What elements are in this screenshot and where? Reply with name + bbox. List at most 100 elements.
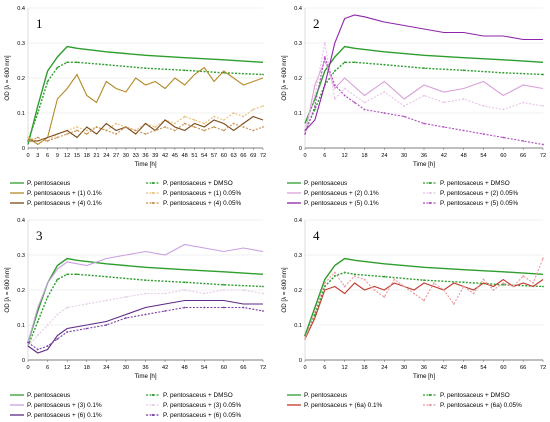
data-point-series-6 xyxy=(36,348,39,351)
x-tick-label: 24 xyxy=(103,153,109,159)
data-point-series-6 xyxy=(203,306,206,309)
panel-2: 0 0.1 0.2 0.3 0.4 0 6 12 18 24 30 36 42 48 54 60 66 72 Tim… xyxy=(281,6,546,207)
data-point-series-2 xyxy=(542,73,544,76)
legend-entry-3: P. pentosaceus + (6a) 0.1% xyxy=(304,402,383,409)
data-point-series-4 xyxy=(522,101,525,104)
data-point-series-6 xyxy=(502,136,505,139)
x-tick-label: 48 xyxy=(182,153,188,159)
data-point-series-6 xyxy=(105,129,108,132)
data-point-series-6 xyxy=(323,56,326,58)
data-point-series-4 xyxy=(222,119,225,121)
legend-entry-4: P. pentosaceus + (2) 0.05% xyxy=(440,190,519,197)
data-point-series-2 xyxy=(262,73,264,76)
x-tick-label: 27 xyxy=(113,153,119,159)
data-point-series-6 xyxy=(154,129,157,132)
data-point-series-4 xyxy=(512,285,515,288)
x-tick-label: 33 xyxy=(133,153,139,159)
y-tick-label: 0.2 xyxy=(294,76,302,82)
x-tick-label: 36 xyxy=(421,365,427,371)
data-point-series-4 xyxy=(76,126,78,128)
data-point-series-4 xyxy=(154,126,157,128)
data-point-series-4 xyxy=(363,101,366,104)
data-point-series-4 xyxy=(125,296,127,298)
data-point-series-4 xyxy=(353,275,356,277)
x-tick-label: 24 xyxy=(381,153,387,159)
data-point-series-6 xyxy=(76,129,78,132)
legend-entry-2: P. pentosaceus + DMSO xyxy=(440,180,510,187)
data-point-series-2 xyxy=(66,61,69,64)
x-axis-title: Time [h] xyxy=(413,373,435,380)
series-line-1 xyxy=(27,45,264,145)
data-point-series-4 xyxy=(36,334,39,337)
legend-entry-1: P. pentosaceus xyxy=(304,180,347,187)
legend-entry-1: P. pentosaceus xyxy=(27,392,70,399)
data-point-series-4 xyxy=(222,289,225,291)
data-point-series-6 xyxy=(134,129,137,132)
data-point-series-6 xyxy=(383,112,386,114)
x-tick-label: 51 xyxy=(191,153,197,159)
data-point-series-6 xyxy=(363,108,366,111)
data-point-series-6 xyxy=(203,129,206,132)
data-point-series-6 xyxy=(262,126,264,128)
x-tick-label: 66 xyxy=(240,365,246,371)
legend-entry-3: P. pentosaceus + (2) 0.1% xyxy=(304,190,379,197)
legend-marker-4 xyxy=(151,403,155,407)
data-point-series-6 xyxy=(314,105,316,107)
x-tick-label: 60 xyxy=(500,365,506,371)
x-tick-label: 9 xyxy=(56,153,59,159)
panel-3: 0 0.1 0.2 0.3 0.4 0 6 12 18 24 30 36 42 48 54 60 66 72 Tim… xyxy=(4,218,266,419)
y-tick-label: 0.1 xyxy=(17,111,25,117)
data-point-series-6 xyxy=(222,129,225,132)
series-line-2 xyxy=(27,273,264,347)
x-tick-label: 36 xyxy=(142,365,148,371)
data-point-series-4 xyxy=(333,271,336,274)
data-point-series-2 xyxy=(314,108,316,111)
legend-entry-2: P. pentosaceus + DMSO xyxy=(440,392,510,399)
data-point-series-4 xyxy=(105,299,108,302)
data-point-series-2 xyxy=(76,61,78,64)
x-tick-label: 72 xyxy=(260,153,266,159)
data-point-series-4 xyxy=(522,275,525,277)
legend-entry-4: P. pentosaceus + (6a) 0.05% xyxy=(440,402,522,409)
data-point-series-2 xyxy=(46,296,49,298)
data-point-series-6 xyxy=(144,133,147,135)
data-point-series-2 xyxy=(66,273,69,276)
data-point-series-4 xyxy=(403,105,406,107)
data-point-series-4 xyxy=(323,42,326,44)
x-tick-label: 54 xyxy=(201,153,207,159)
x-tick-label: 66 xyxy=(520,365,526,371)
data-point-series-2 xyxy=(343,271,346,274)
x-tick-label: 48 xyxy=(461,365,467,371)
x-tick-label: 0 xyxy=(26,365,29,371)
x-tick-label: 57 xyxy=(211,153,217,159)
x-tick-label: 0 xyxy=(303,153,306,159)
y-axis-title: OD [λ = 600 nm] xyxy=(4,55,11,101)
data-point-series-6 xyxy=(46,140,49,142)
x-tick-label: 60 xyxy=(221,153,227,159)
data-point-series-6 xyxy=(213,126,215,128)
legend-marker-4 xyxy=(428,403,432,407)
data-point-series-4 xyxy=(323,282,326,284)
data-point-series-4 xyxy=(203,122,206,125)
data-point-series-4 xyxy=(314,310,316,312)
data-point-series-2 xyxy=(423,279,425,282)
data-point-series-4 xyxy=(203,292,206,295)
data-point-series-2 xyxy=(353,273,356,276)
x-tick-label: 12 xyxy=(64,365,70,371)
data-point-series-4 xyxy=(363,278,366,281)
data-point-series-4 xyxy=(462,285,465,288)
x-tick-label: 12 xyxy=(64,153,70,159)
data-point-series-6 xyxy=(353,101,356,104)
y-tick-label: 0.3 xyxy=(294,253,302,259)
x-tick-label: 72 xyxy=(540,365,546,371)
x-tick-label: 42 xyxy=(441,153,447,159)
data-point-series-4 xyxy=(27,136,29,139)
legend-entry-3: P. pentosaceus + (1) 0.1% xyxy=(27,190,102,197)
data-point-series-6 xyxy=(95,126,98,128)
data-point-series-6 xyxy=(442,126,445,128)
y-tick-label: 0.1 xyxy=(17,323,25,329)
y-tick-label: 0.2 xyxy=(17,76,25,82)
data-point-series-6 xyxy=(542,143,544,146)
x-tick-label: 36 xyxy=(421,153,427,159)
